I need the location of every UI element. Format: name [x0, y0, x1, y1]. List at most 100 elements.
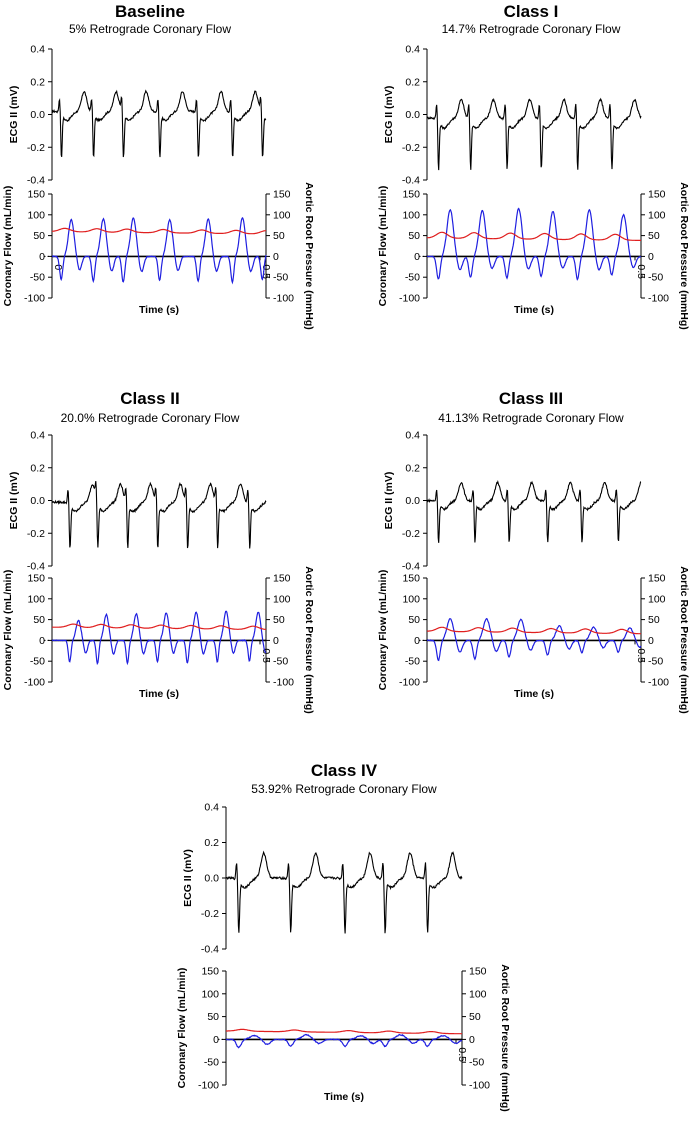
- panel-title: Class IV: [311, 761, 378, 780]
- panel-title: Class III: [499, 389, 563, 408]
- aortic-pressure-trace: [52, 227, 266, 235]
- pressure-y-tick-label: -100: [273, 293, 294, 305]
- pressure-y-tick-label: 50: [273, 614, 285, 626]
- flow-y-tick-label: 50: [408, 230, 420, 242]
- flow-y-tick-label: -50: [204, 1057, 219, 1069]
- ecg-y-tick-label: 0.4: [204, 802, 219, 814]
- pressure-y-tick-label: 50: [648, 614, 660, 626]
- pressure-y-tick-label: -50: [648, 272, 663, 284]
- flow-y-label: Coronary Flow (mL/min): [176, 968, 188, 1089]
- flow-y-tick-label: -100: [24, 293, 45, 305]
- ecg-plot: 0.4 0.2 0.0 -0.2 -0.4 ECG II (mV): [383, 44, 642, 187]
- flow-pressure-plot: 150 100 50 0 -50 -100 150 100 50 0 -50 -100 Coronary…: [377, 566, 690, 714]
- coronary-flow-trace: [51, 216, 267, 285]
- ecg-y-tick-label: 0.2: [30, 462, 45, 474]
- ecg-trace: [426, 97, 642, 171]
- ecg-y-label: ECG II (mV): [8, 86, 20, 144]
- coronary-flow-trace: [225, 1033, 463, 1049]
- pressure-y-label: Aortic Root Pressure (mmHg): [303, 182, 315, 330]
- panel-class-i: Class I14.7% Retrograde Coronary Flow 0.4…: [377, 2, 690, 330]
- pressure-y-label: Aortic Root Pressure (mmHg): [678, 182, 690, 330]
- ecg-y-tick-label: -0.4: [201, 944, 219, 956]
- pressure-y-label: Aortic Root Pressure (mmHg): [499, 964, 511, 1112]
- flow-y-tick-label: -50: [405, 656, 420, 668]
- ecg-y-tick-label: 0.2: [30, 76, 45, 88]
- ecg-trace: [426, 480, 642, 543]
- flow-y-tick-label: 100: [27, 593, 45, 605]
- pressure-y-tick-label: -50: [648, 656, 663, 668]
- x-tick-label-0.5: 0.5: [635, 264, 647, 279]
- pressure-y-tick-label: 150: [273, 573, 291, 585]
- flow-y-tick-label: 100: [27, 209, 45, 221]
- flow-y-tick-label: -50: [30, 272, 45, 284]
- panel-subtitle: 53.92% Retrograde Coronary Flow: [251, 782, 437, 796]
- ecg-y-tick-label: 0.0: [204, 873, 219, 885]
- ecg-y-tick-label: 0.2: [405, 76, 420, 88]
- flow-y-tick-label: 0: [39, 251, 45, 263]
- ecg-y-tick-label: 0.2: [204, 837, 219, 849]
- ecg-y-tick-label: -0.4: [402, 175, 420, 187]
- panel-title: Class I: [504, 2, 559, 21]
- flow-y-tick-label: 0: [414, 635, 420, 647]
- panel-subtitle: 14.7% Retrograde Coronary Flow: [442, 22, 621, 36]
- pressure-y-label: Aortic Root Pressure (mmHg): [678, 566, 690, 714]
- pressure-y-tick-label: 0: [273, 251, 279, 263]
- pressure-y-tick-label: 150: [648, 189, 666, 201]
- x-tick-label-0.5: 0.5: [635, 648, 647, 663]
- flow-y-tick-label: 150: [402, 189, 420, 201]
- panel-class-iv: Class IV 53.92% Retrograde Coronary Flow 0…: [176, 761, 511, 1112]
- ecg-y-tick-label: -0.2: [402, 528, 420, 540]
- flow-y-tick-label: 150: [27, 189, 45, 201]
- flow-y-tick-label: 50: [33, 230, 45, 242]
- pressure-y-tick-label: -100: [648, 293, 669, 305]
- ecg-y-tick-label: 0.0: [405, 495, 420, 507]
- ecg-y-label: ECG II (mV): [383, 472, 395, 530]
- ecg-y-tick-label: 0.0: [30, 109, 45, 121]
- pressure-y-tick-label: 0: [648, 635, 654, 647]
- ecg-y-tick-label: 0.4: [405, 44, 420, 56]
- panel-subtitle: 5% Retrograde Coronary Flow: [69, 22, 231, 36]
- pressure-y-tick-label: 0: [469, 1034, 475, 1046]
- flow-y-tick-label: -100: [24, 677, 45, 689]
- flow-y-tick-label: 0: [39, 635, 45, 647]
- ecg-plot: 0.4 0.2 0.0 -0.2 -0.4 ECG II (mV): [383, 430, 642, 573]
- ecg-y-tick-label: -0.4: [27, 175, 45, 187]
- flow-pressure-plot: 150 100 50 0 -50 -100 150 100 50 0 -50 -100 Coronary…: [377, 182, 690, 330]
- coronary-flow-trace: [51, 610, 267, 666]
- pressure-y-tick-label: -100: [273, 677, 294, 689]
- ecg-y-tick-label: 0.4: [405, 430, 420, 442]
- flow-y-tick-label: -100: [399, 293, 420, 305]
- flow-pressure-plot: 150 100 50 0 -50 -100 150 100 50 0 -50 -100 Coronary…: [176, 964, 511, 1112]
- panel-class-ii: Class II 20.0% Retrograde Coronary Flow 0.…: [2, 389, 315, 714]
- pressure-y-tick-label: 0: [273, 635, 279, 647]
- pressure-y-tick-label: 100: [648, 209, 666, 221]
- pressure-y-tick-label: -50: [273, 272, 288, 284]
- pressure-y-label: Aortic Root Pressure (mmHg): [303, 566, 315, 714]
- ecg-y-label: ECG II (mV): [182, 849, 194, 907]
- flow-y-label: Coronary Flow (mL/min): [377, 186, 389, 307]
- pressure-y-tick-label: -100: [648, 677, 669, 689]
- x-axis-label: Time (s): [514, 304, 554, 316]
- ecg-y-tick-label: 0.0: [405, 109, 420, 121]
- pressure-y-tick-label: 50: [648, 230, 660, 242]
- panel-class-iii: Class III 41.13% Retrograde Coronary Flow…: [377, 389, 690, 714]
- aortic-pressure-trace: [427, 231, 641, 241]
- flow-y-tick-label: -100: [399, 677, 420, 689]
- x-tick-label-0.5: 0.5: [260, 648, 272, 663]
- pressure-y-tick-label: 0: [648, 251, 654, 263]
- panel-subtitle: 20.0% Retrograde Coronary Flow: [61, 411, 240, 425]
- x-axis-label: Time (s): [514, 688, 554, 700]
- ecg-y-tick-label: -0.2: [201, 908, 219, 920]
- pressure-y-tick-label: 150: [648, 573, 666, 585]
- pressure-y-tick-label: 150: [273, 189, 291, 201]
- flow-pressure-plot: 150 100 50 0 -50 -100 150 100 50 0 -50 -100 Coronary…: [2, 566, 315, 714]
- flow-y-tick-label: -50: [405, 272, 420, 284]
- ecg-y-tick-label: 0.0: [30, 495, 45, 507]
- pressure-y-tick-label: 50: [273, 230, 285, 242]
- panel-title: Baseline: [115, 2, 185, 21]
- pressure-y-tick-label: -100: [469, 1080, 490, 1092]
- flow-y-tick-label: -100: [198, 1080, 219, 1092]
- aortic-pressure-trace: [52, 623, 267, 631]
- ecg-y-tick-label: 0.4: [30, 430, 45, 442]
